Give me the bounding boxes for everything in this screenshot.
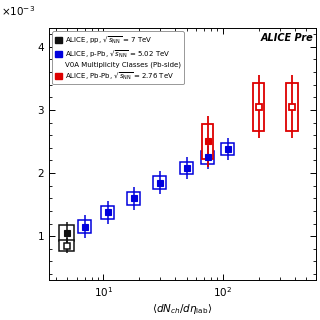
Bar bbox=[153, 176, 166, 189]
Text: $\times 10^{-3}$: $\times 10^{-3}$ bbox=[1, 4, 35, 18]
Bar bbox=[78, 220, 91, 233]
Bar bbox=[60, 240, 74, 251]
Bar bbox=[101, 206, 114, 219]
Bar bbox=[201, 151, 214, 164]
Text: ALICE Pre: ALICE Pre bbox=[260, 33, 313, 43]
X-axis label: $\langle dN_{ch} / d\eta_{\rm lab}\rangle$: $\langle dN_{ch} / d\eta_{\rm lab}\rangl… bbox=[152, 302, 212, 316]
Bar bbox=[60, 225, 74, 241]
Bar bbox=[221, 143, 234, 156]
Bar bbox=[127, 192, 140, 204]
Bar bbox=[180, 162, 193, 174]
Legend: ALICE, pp, $\sqrt{s_{\rm NN}}$ = 7 TeV, ALICE, p-Pb, $\sqrt{s_{\rm NN}}$ = 5.02 : ALICE, pp, $\sqrt{s_{\rm NN}}$ = 7 TeV, … bbox=[52, 31, 184, 84]
Bar bbox=[202, 124, 213, 159]
Bar bbox=[286, 83, 298, 131]
Bar bbox=[253, 83, 264, 131]
